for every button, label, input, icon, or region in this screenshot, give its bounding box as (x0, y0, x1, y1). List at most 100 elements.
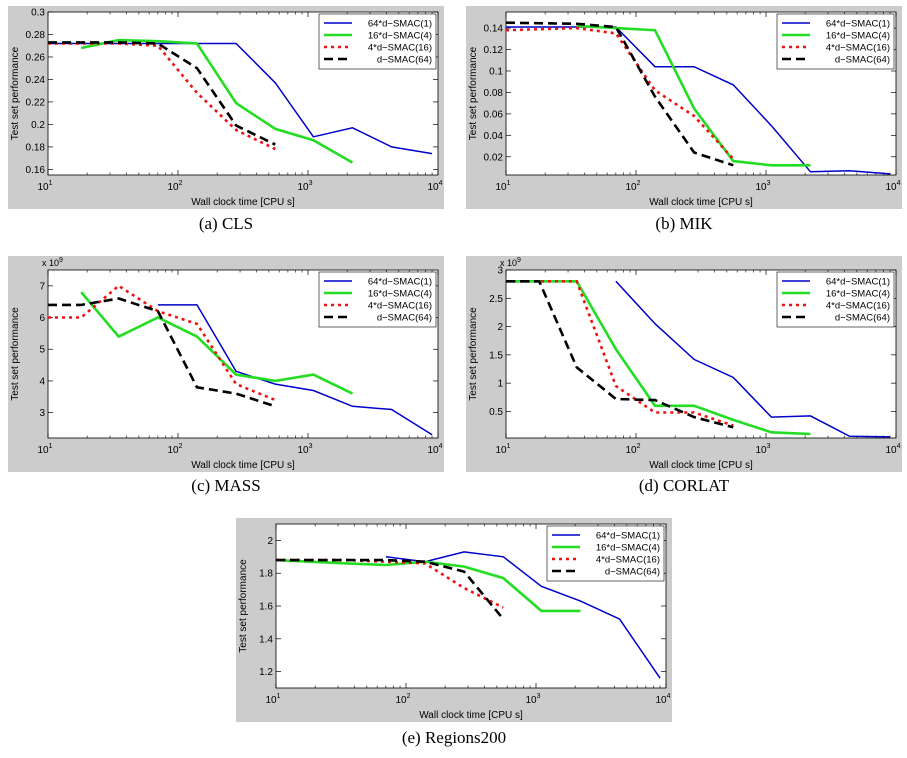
y-axis-label: Test set performance (468, 46, 479, 140)
y-tick-label: 0.1 (489, 66, 503, 77)
x-tick-label: 103 (755, 180, 770, 193)
legend-label: 4*d−SMAC(16) (368, 301, 432, 312)
series-line-1 (506, 26, 891, 175)
x-tick-label: 103 (755, 443, 770, 456)
series-line-4 (48, 297, 276, 408)
x-tick-label: 104 (885, 180, 900, 193)
x-tick-label: 101 (37, 180, 52, 193)
x-tick-label: 101 (495, 443, 510, 456)
legend-label: 64*d−SMAC(1) (826, 277, 890, 288)
legend-label: 64*d−SMAC(1) (368, 277, 432, 288)
y-tick-label: 1.2 (259, 667, 273, 678)
legend-label: 16*d−SMAC(4) (826, 289, 890, 300)
legend-label: d−SMAC(64) (835, 313, 890, 324)
chart-panel-mass: 101 102 103 104 3 4 5 6 7 x 109 Wall clock time [C… (8, 256, 444, 472)
y-tick-label: 0.24 (26, 75, 46, 86)
legend-label: d−SMAC(64) (377, 313, 432, 324)
y-tick-label: 1.8 (259, 569, 273, 580)
x-tick-label: 102 (625, 443, 640, 456)
legend-label: 64*d−SMAC(1) (826, 19, 890, 30)
series-line-3 (506, 26, 735, 160)
series-line-4 (506, 279, 734, 429)
x-axis-label: Wall clock time [CPU s] (191, 460, 295, 471)
legend-label: 16*d−SMAC(4) (368, 31, 432, 42)
series-line-2 (276, 558, 581, 613)
x-tick-label: 104 (427, 180, 442, 193)
legend-label: 64*d−SMAC(1) (368, 19, 432, 30)
y-tick-label: 0.12 (484, 45, 504, 56)
y-tick-label: 0.04 (484, 131, 504, 142)
y-axis-label: Test set performance (238, 559, 249, 653)
legend: 64*d−SMAC(1)16*d−SMAC(4)4*d−SMAC(16)d−SM… (546, 525, 665, 582)
y-tick-label: 3 (39, 408, 45, 419)
y-tick-label: 1.4 (259, 634, 273, 645)
x-axis-label: Wall clock time [CPU s] (649, 460, 753, 471)
y-tick-label: 0.2 (31, 120, 45, 131)
chart-panel-mik: 101 102 103 104 0.02 0.04 0.06 0.08 0.1 0.12 0.14 W… (466, 6, 902, 209)
series-line-4 (276, 558, 505, 620)
y-tick-label: 0.14 (484, 24, 504, 35)
x-tick-label: 102 (167, 180, 182, 193)
y-axis-label: Test set performance (468, 307, 479, 401)
x-axis-label: Wall clock time [CPU s] (191, 197, 295, 208)
y-tick-label: 0.06 (484, 109, 504, 120)
y-tick-label: 6 (39, 313, 45, 324)
legend: 64*d−SMAC(1)16*d−SMAC(4)4*d−SMAC(16)d−SM… (318, 13, 437, 70)
series-line-2 (80, 38, 354, 164)
chart-panel-cls: 101 102 103 104 0.16 0.18 0.2 0.22 0.24 0.26 0.28 0… (8, 6, 444, 209)
series-line-4 (506, 21, 734, 167)
legend-label: 64*d−SMAC(1) (596, 531, 660, 542)
legend-label: 16*d−SMAC(4) (368, 289, 432, 300)
x-tick-label: 101 (265, 693, 280, 706)
caption-corlat: (d) CORLAT (638, 476, 730, 495)
legend-label: d−SMAC(64) (605, 567, 660, 578)
y-tick-label: 4 (39, 376, 45, 387)
y-tick-label: 0.3 (31, 8, 45, 19)
legend-label: 4*d−SMAC(16) (596, 555, 660, 566)
y-tick-label: 2 (267, 536, 273, 547)
y-tick-label: 0.5 (489, 407, 503, 418)
x-tick-label: 101 (495, 180, 510, 193)
y-tick-label: 7 (39, 281, 45, 292)
legend-label: 4*d−SMAC(16) (826, 301, 890, 312)
y-tick-label: 1.5 (489, 350, 503, 361)
chart-panel-corlat: 101 102 103 104 0.5 1 1.5 2 2.5 3 x 109 Wall clock … (466, 256, 902, 472)
y-tick-label: 1 (497, 379, 503, 390)
legend: 64*d−SMAC(1)16*d−SMAC(4)4*d−SMAC(16)d−SM… (318, 271, 437, 328)
chart-svg: 101 102 103 104 1.2 1.4 1.6 1.8 2 Wall clock time… (236, 518, 672, 722)
series-line-1 (385, 551, 661, 679)
x-tick-label: 102 (167, 443, 182, 456)
series-line-2 (80, 291, 354, 395)
y-tick-label: 0.28 (26, 30, 46, 41)
legend-label: 16*d−SMAC(4) (826, 31, 890, 42)
caption-regions200: (e) Regions200 (401, 728, 507, 747)
y-axis-label: Test set performance (10, 307, 21, 401)
y-tick-label: 3 (497, 266, 503, 277)
caption-mass: (c) MASS (191, 476, 261, 495)
x-tick-label: 103 (525, 693, 540, 706)
x-tick-label: 101 (37, 443, 52, 456)
legend-label: d−SMAC(64) (835, 55, 890, 66)
x-tick-label: 104 (655, 693, 670, 706)
y-axis-exponent: x 109 (42, 257, 63, 268)
legend: 64*d−SMAC(1)16*d−SMAC(4)4*d−SMAC(16)d−SM… (776, 13, 895, 70)
y-tick-label: 0.02 (484, 152, 504, 163)
chart-svg: 101 102 103 104 3 4 5 6 7 x 109 Wall clock time [C… (8, 256, 444, 472)
series-line-2 (506, 279, 811, 436)
series-line-1 (48, 42, 433, 155)
y-tick-label: 2.5 (489, 294, 503, 305)
series-line-1 (157, 304, 433, 436)
x-tick-label: 102 (625, 180, 640, 193)
legend-label: 16*d−SMAC(4) (596, 543, 660, 554)
caption-cls: (a) CLS (198, 214, 254, 233)
y-tick-label: 0.08 (484, 88, 504, 99)
legend-label: 4*d−SMAC(16) (368, 43, 432, 54)
y-axis-exponent: x 109 (500, 257, 521, 268)
chart-svg: 101 102 103 104 0.16 0.18 0.2 0.22 0.24 0.26 0.28 0… (8, 6, 444, 209)
y-tick-label: 5 (39, 345, 45, 356)
y-tick-label: 0.22 (26, 97, 46, 108)
chart-svg: 101 102 103 104 0.5 1 1.5 2 2.5 3x 109 Wall clock … (466, 256, 902, 472)
y-tick-label: 0.26 (26, 52, 46, 63)
legend-label: d−SMAC(64) (377, 55, 432, 66)
series-line-3 (506, 279, 734, 427)
